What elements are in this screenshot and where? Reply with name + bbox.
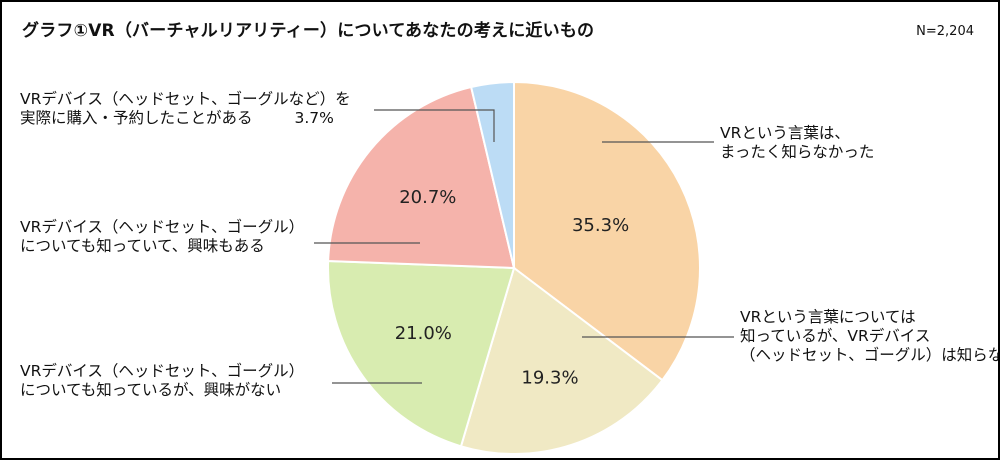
label-line: VRという言葉については xyxy=(740,308,916,326)
label-line: 知っているが、VRデバイス xyxy=(740,327,931,345)
slice-not-known xyxy=(513,80,701,382)
pct-label: 21.0% xyxy=(395,323,452,344)
slice-interested xyxy=(327,85,516,270)
label-line: についても知っているが、興味がない xyxy=(20,381,282,399)
pct-label: 19.3% xyxy=(521,368,578,389)
category-label-no-interest: VRデバイス（ヘッドセット、ゴーグル） についても知っているが、興味がない xyxy=(20,362,304,400)
slice-purchased xyxy=(469,80,515,269)
slice-no-interest xyxy=(327,259,516,448)
label-line: VRデバイス（ヘッドセット、ゴーグルなど）を xyxy=(20,90,351,108)
label-line: VRデバイス（ヘッドセット、ゴーグル） xyxy=(20,362,305,380)
pct-label: 35.3% xyxy=(572,215,629,236)
label-line: VRデバイス（ヘッドセット、ゴーグル） xyxy=(20,218,305,236)
label-line: VRという言葉は、 xyxy=(720,124,850,142)
chart-title: グラフ①VR（バーチャルリアリティー）についてあなたの考えに近いもの xyxy=(22,21,595,41)
category-label-not-known: VRという言葉は、 まったく知らなかった xyxy=(720,124,874,162)
pct-label: 3.7% xyxy=(294,109,334,127)
pct-label: 20.7% xyxy=(399,187,456,208)
leader-line xyxy=(374,109,495,142)
category-label-purchased: VRデバイス（ヘッドセット、ゴーグルなど）を 実際に購入・予約したことがある 3.… xyxy=(20,90,351,128)
label-line: 実際に購入・予約したことがある 3.7% xyxy=(20,109,351,128)
category-label-interested: VRデバイス（ヘッドセット、ゴーグル） についても知っていて、興味もある xyxy=(20,218,304,256)
label-line: についても知っていて、興味もある xyxy=(20,237,265,255)
slice-word-known xyxy=(459,266,664,455)
category-label-word-known: VRという言葉については 知っているが、VRデバイス （ヘッドセット、ゴーグル）… xyxy=(740,308,1000,365)
label-line-text: 実際に購入・予約したことがある xyxy=(20,109,253,127)
sample-size: N=2,204 xyxy=(916,24,974,39)
label-line: まったく知らなかった xyxy=(720,143,875,161)
label-line: （ヘッドセット、ゴーグル）は知らない xyxy=(740,346,1000,364)
